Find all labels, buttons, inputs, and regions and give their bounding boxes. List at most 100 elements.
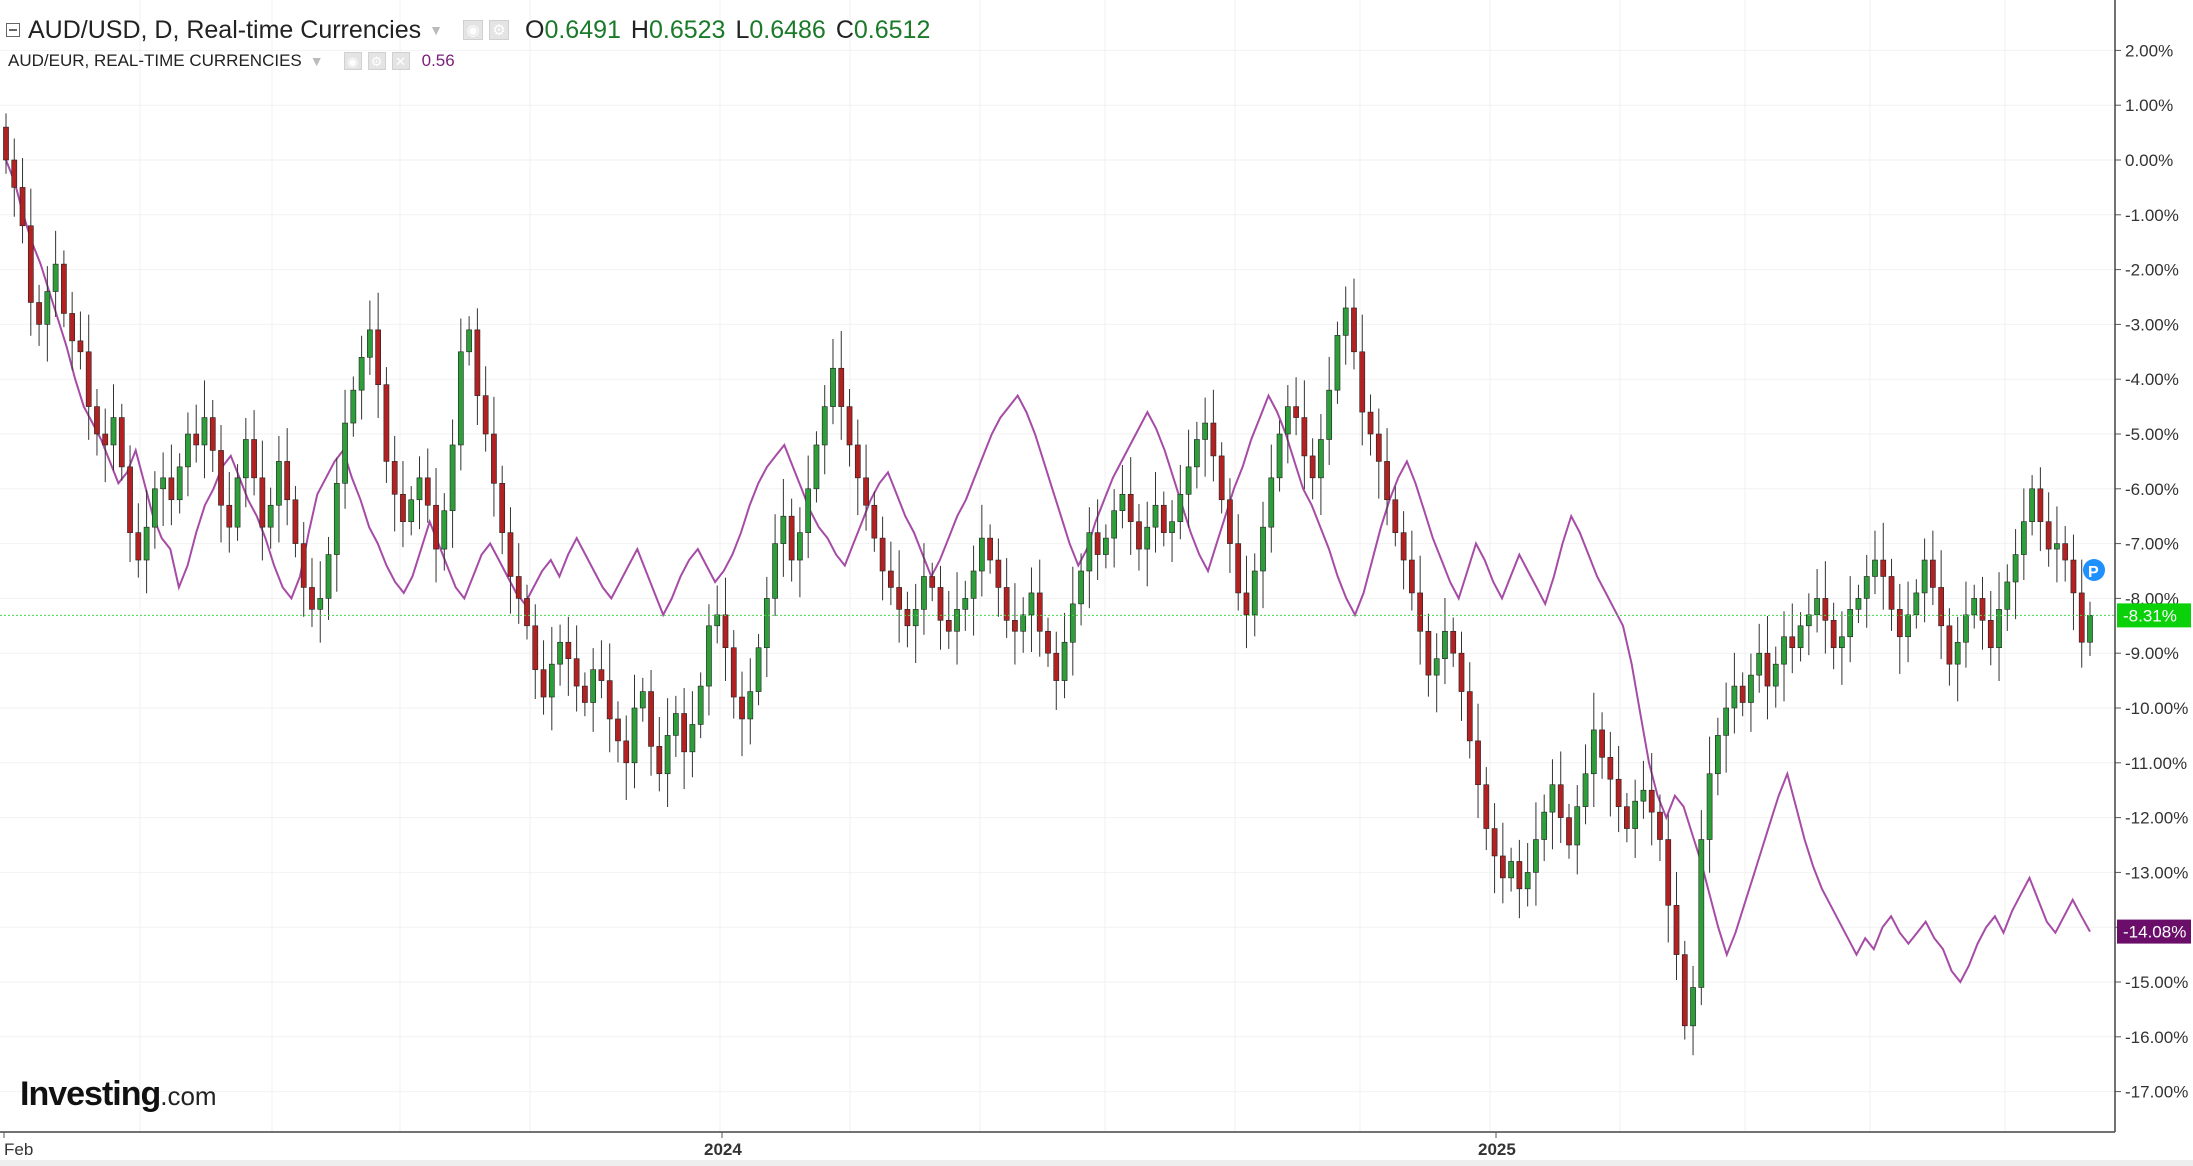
candle-body[interactable]	[714, 614, 721, 627]
candle-body[interactable]	[168, 477, 175, 501]
candle-body[interactable]	[929, 576, 936, 588]
candle-body[interactable]	[251, 439, 257, 479]
candle-body[interactable]	[433, 504, 439, 550]
candle-body[interactable]	[1127, 493, 1134, 522]
candle-body[interactable]	[970, 570, 977, 599]
candle-body[interactable]	[1177, 493, 1184, 522]
candle-body[interactable]	[1094, 532, 1101, 555]
candle-body[interactable]	[1458, 652, 1465, 692]
candle-body[interactable]	[681, 713, 687, 753]
candle-body[interactable]	[19, 187, 26, 227]
candle-body[interactable]	[1103, 537, 1109, 555]
candle-body[interactable]	[1822, 598, 1829, 621]
p-marker-icon[interactable]	[2083, 559, 2105, 581]
candle-body[interactable]	[408, 499, 415, 522]
candle-body[interactable]	[441, 510, 448, 550]
candle-body[interactable]	[780, 515, 787, 544]
compare-remove-icon[interactable]: ✕	[391, 52, 410, 70]
candle-body[interactable]	[3, 126, 9, 161]
candle-body[interactable]	[1210, 422, 1217, 457]
candle-body[interactable]	[1855, 598, 1862, 610]
candle-body[interactable]	[1020, 614, 1027, 632]
candle-body[interactable]	[1400, 532, 1407, 561]
candle-body[interactable]	[1003, 587, 1010, 621]
candle-body[interactable]	[1111, 510, 1118, 539]
candle-body[interactable]	[954, 609, 960, 632]
candle-body[interactable]	[391, 461, 398, 495]
candle-body[interactable]	[664, 735, 671, 775]
candle-body[interactable]	[524, 598, 530, 627]
candle-body[interactable]	[788, 515, 795, 561]
candle-body[interactable]	[945, 620, 952, 632]
candle-body[interactable]	[1624, 806, 1630, 829]
candle-body[interactable]	[1202, 422, 1208, 440]
candle-body[interactable]	[1979, 598, 1986, 621]
candle-body[interactable]	[1648, 789, 1655, 813]
candle-body[interactable]	[1268, 477, 1275, 528]
candle-body[interactable]	[1987, 620, 1994, 649]
candle-body[interactable]	[623, 740, 630, 764]
candle-body[interactable]	[1954, 641, 1961, 665]
candle-body[interactable]	[259, 477, 266, 528]
candle-body[interactable]	[127, 466, 133, 533]
candle-body[interactable]	[904, 609, 911, 627]
candle-body[interactable]	[234, 477, 241, 528]
candle-body[interactable]	[52, 263, 59, 292]
candle-body[interactable]	[36, 302, 42, 325]
candle-body[interactable]	[1905, 614, 1911, 638]
candle-body[interactable]	[1698, 839, 1705, 988]
candle-body[interactable]	[1930, 559, 1936, 588]
candle-body[interactable]	[962, 598, 969, 610]
candle-body[interactable]	[772, 543, 778, 599]
candle-body[interactable]	[1260, 526, 1266, 572]
candle-body[interactable]	[673, 713, 679, 736]
candle-body[interactable]	[1036, 592, 1043, 632]
visibility-icon[interactable]: ◉	[463, 20, 483, 40]
candle-body[interactable]	[515, 576, 522, 599]
candle-body[interactable]	[854, 444, 861, 479]
candle-body[interactable]	[838, 367, 845, 407]
candle-body[interactable]	[1375, 433, 1382, 462]
candle-body[interactable]	[135, 532, 142, 561]
candle-body[interactable]	[110, 417, 117, 446]
candle-body[interactable]	[1318, 439, 1324, 479]
candle-body[interactable]	[1764, 652, 1771, 687]
candle-body[interactable]	[548, 663, 555, 698]
candle-body[interactable]	[656, 746, 663, 775]
candle-body[interactable]	[1896, 609, 1903, 638]
candle-body[interactable]	[218, 450, 224, 506]
candle-body[interactable]	[1632, 800, 1639, 829]
candle-body[interactable]	[77, 340, 84, 353]
candle-body[interactable]	[639, 691, 646, 709]
candle-body[interactable]	[102, 433, 109, 446]
candle-body[interactable]	[1045, 630, 1051, 654]
candle-body[interactable]	[466, 329, 472, 353]
candle-body[interactable]	[1069, 603, 1076, 643]
candle-body[interactable]	[2087, 615, 2093, 643]
candle-body[interactable]	[491, 433, 497, 484]
candle-body[interactable]	[1772, 663, 1779, 687]
candle-body[interactable]	[540, 669, 547, 698]
candle-body[interactable]	[342, 422, 348, 484]
candle-body[interactable]	[1053, 652, 1060, 681]
candle-body[interactable]	[722, 614, 729, 649]
candle-body[interactable]	[1425, 630, 1432, 676]
candle-body[interactable]	[1499, 855, 1506, 879]
candle-body[interactable]	[763, 598, 770, 649]
candle-body[interactable]	[2012, 554, 2019, 583]
candle-body[interactable]	[821, 406, 828, 446]
candle-body[interactable]	[532, 625, 539, 670]
candle-body[interactable]	[474, 329, 481, 396]
candle-body[interactable]	[830, 367, 836, 407]
candle-body[interactable]	[1665, 839, 1672, 906]
candle-body[interactable]	[185, 433, 191, 468]
candle-body[interactable]	[1086, 532, 1093, 572]
candle-body[interactable]	[1839, 636, 1845, 649]
candle-body[interactable]	[590, 669, 597, 703]
candle-body[interactable]	[1557, 784, 1564, 818]
candle-body[interactable]	[1748, 674, 1754, 703]
candle-body[interactable]	[1251, 570, 1258, 616]
candle-body[interactable]	[1227, 499, 1233, 544]
candle-body[interactable]	[1144, 526, 1151, 550]
candle-body[interactable]	[1590, 729, 1597, 775]
